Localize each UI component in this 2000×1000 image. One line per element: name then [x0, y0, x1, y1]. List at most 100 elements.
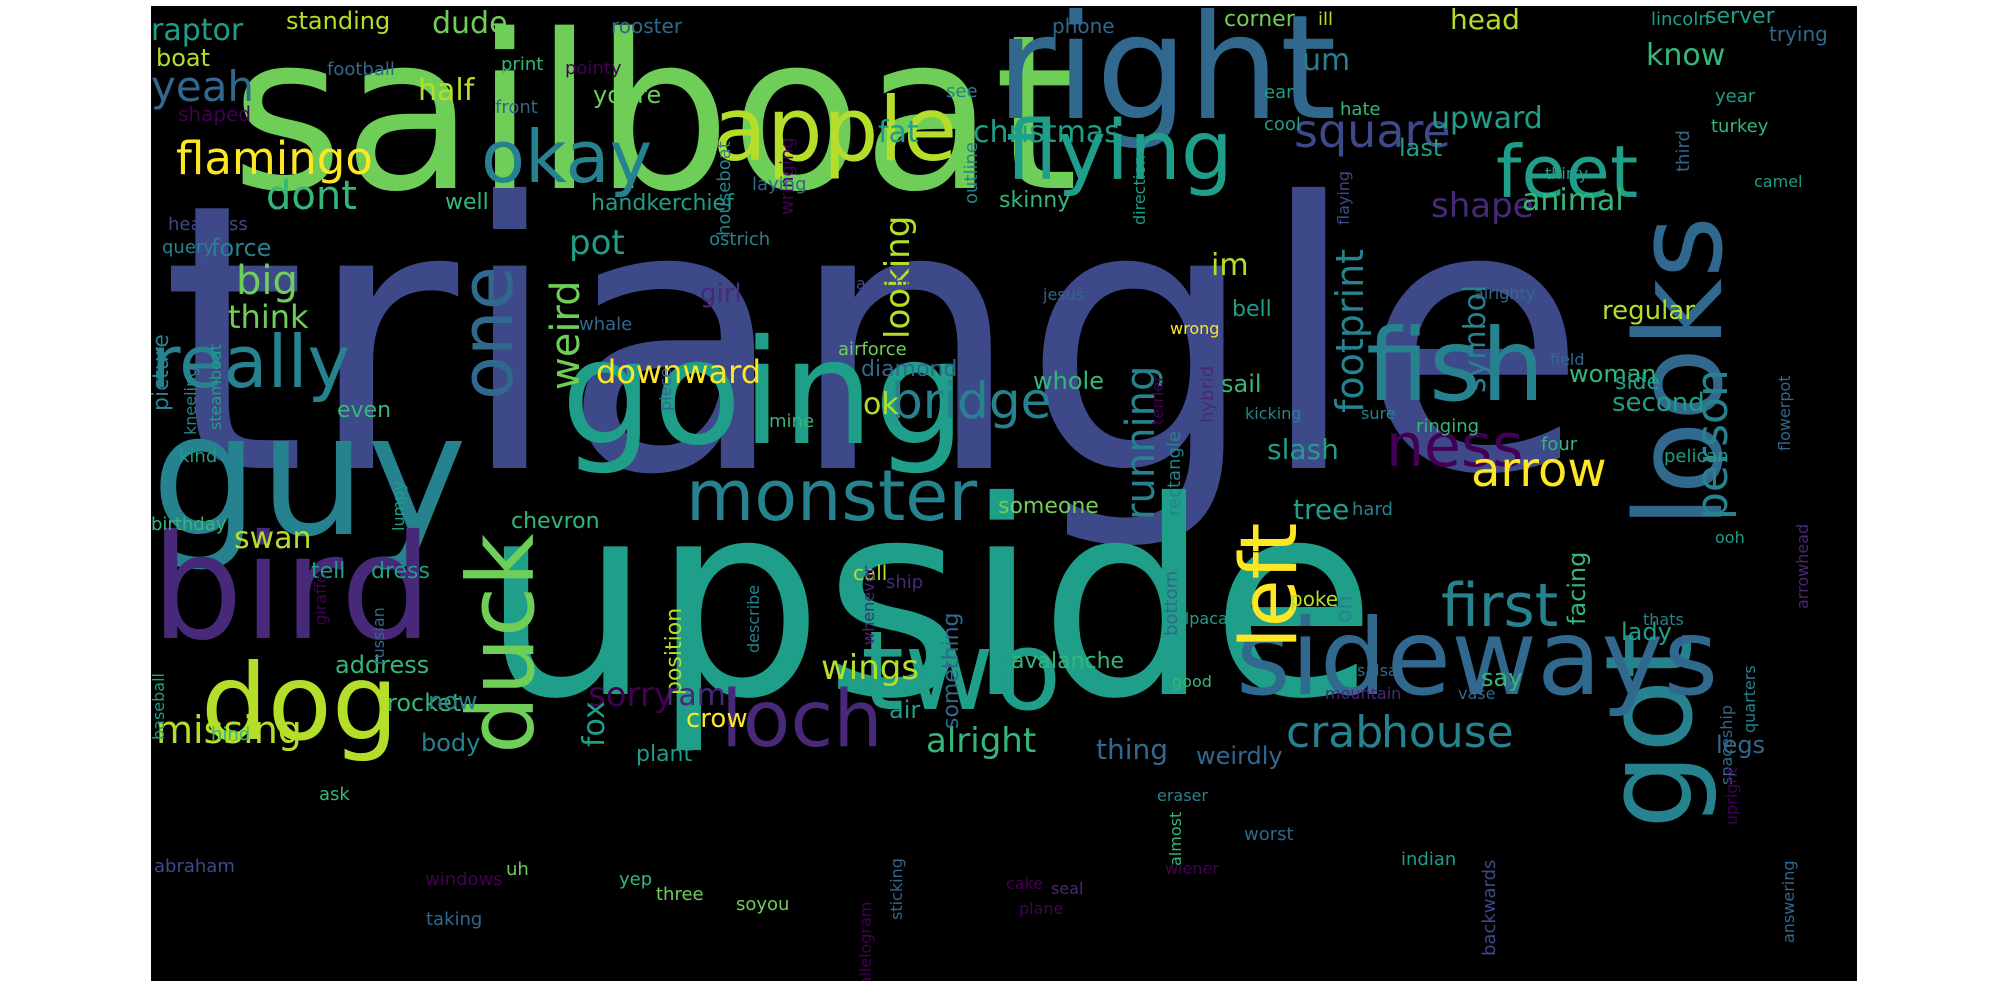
word-two: two [861, 607, 1062, 735]
word-fat: fat [878, 115, 919, 150]
word-camel: camel [1754, 172, 1803, 191]
word-seal: seal [1051, 879, 1084, 898]
word-year: year [1715, 86, 1756, 107]
word-think: think [228, 298, 309, 336]
word-lady: lady [1621, 618, 1672, 646]
word-wings: wings [821, 648, 920, 688]
word-mountain: mountain [1325, 684, 1402, 703]
word-say: say [1481, 664, 1523, 692]
word-tell: tell [311, 559, 346, 584]
word-half: half [418, 73, 475, 108]
word-indian: indian [1401, 849, 1457, 870]
word-vase: vase [1458, 684, 1496, 703]
word-pointy: pointy [565, 58, 622, 79]
word-shaped: shaped [178, 102, 252, 126]
word-even: even [337, 398, 392, 423]
word-force: force [211, 234, 272, 262]
word-wiener: wiener [1165, 859, 1219, 878]
word-first: first [1441, 571, 1559, 641]
word-youre: youre [593, 81, 662, 109]
word-flaying: flaying [1334, 170, 1353, 225]
word-field: field [1550, 350, 1585, 369]
word-weirdly: weirdly [1196, 742, 1283, 770]
word-taking: taking [426, 909, 483, 930]
word-alright: alright [926, 721, 1037, 761]
word-picture: picture [151, 334, 174, 411]
word-footprint: footprint [1328, 248, 1372, 413]
word-alpaca: alpaca [1175, 609, 1228, 628]
word-worst: worst [1244, 824, 1294, 845]
word-right: right [996, 6, 1337, 153]
word-uh: uh [506, 859, 529, 880]
word-cloud: triangle upside sailboat guy going bird right g… [151, 6, 1857, 981]
word-okay: okay [481, 115, 653, 199]
word-server: server [1705, 6, 1775, 29]
word-sail: sail [1221, 370, 1262, 398]
word-lumpy: lumpy [389, 481, 408, 531]
word-steamboat: steamboat [206, 344, 225, 430]
word-answering: answering [1779, 860, 1798, 943]
word-really: really [151, 320, 351, 404]
word-weird: weird [543, 280, 589, 390]
word-sideways: sideways [1236, 597, 1719, 719]
word-something: something [939, 612, 964, 729]
word-windows: windows [425, 869, 503, 890]
word-swan: swan [234, 521, 312, 556]
word-print: print [501, 54, 544, 75]
word-kind: kind [179, 446, 218, 467]
word-girl: girl [700, 279, 742, 309]
word-going: going [561, 309, 966, 478]
word-mine: mine [769, 411, 815, 432]
word-woman: woman [1569, 360, 1657, 388]
word-apple: apple [713, 78, 958, 181]
word-missing: missing [156, 708, 302, 752]
word-well: well [445, 190, 489, 215]
word-plant: plant [636, 742, 693, 767]
word-ear: ear [1264, 82, 1294, 103]
word-ill: ill [1318, 9, 1334, 30]
word-sorry: sorry [588, 675, 674, 715]
word-rooster: rooster [611, 14, 683, 38]
word-um: um [1302, 43, 1351, 78]
word-birthday: birthday [151, 514, 227, 535]
word-ship: ship [886, 572, 924, 593]
word-handkerchief: handkerchief [591, 191, 734, 216]
word-thing: thing [1096, 733, 1169, 766]
word-triangle: triangle [161, 126, 1588, 556]
word-thats: thats [1643, 610, 1684, 629]
word-turkey: turkey [1711, 116, 1769, 137]
word-arrow: arrow [1471, 442, 1607, 498]
word-kneeling: kneeling [181, 366, 200, 435]
word-hard: hard [1352, 499, 1393, 520]
word-skinny: skinny [999, 188, 1071, 213]
word-one: one [445, 266, 529, 400]
word-ringing: ringing [1416, 416, 1480, 437]
word-pot: pot [569, 223, 625, 263]
word-air: air [889, 696, 921, 724]
word-upright: upright [1722, 767, 1741, 825]
word-crow: crow [686, 704, 748, 734]
word-giraffe: giraffe [311, 573, 330, 625]
word-address: address [335, 651, 430, 679]
word-jesus: jesus [1043, 285, 1085, 304]
word-arrowhead: arrowhead [1793, 523, 1812, 609]
word-plane: plane [1019, 899, 1064, 918]
word-kicking: kicking [1245, 404, 1302, 423]
word-corner: corner [1224, 7, 1295, 32]
word-house: house [1381, 707, 1514, 758]
word-regular: regular [1602, 296, 1695, 326]
word-head: head [1450, 6, 1520, 36]
word-loch: loch [721, 675, 883, 765]
word-headache: headache [836, 274, 915, 293]
word-fish: fish [1366, 307, 1545, 424]
word-ness: ness [1386, 411, 1524, 481]
word-monster: monster [686, 455, 978, 537]
word-bridge: bridge [891, 372, 1052, 430]
word-body: body [421, 729, 481, 757]
word-headless: headless [168, 214, 248, 235]
word-ok: ok [863, 387, 899, 422]
word-upside: upside [481, 443, 1377, 758]
word-eraser: eraser [1157, 786, 1208, 805]
word-second: second [1612, 388, 1705, 418]
word-airforce: airforce [838, 339, 907, 360]
